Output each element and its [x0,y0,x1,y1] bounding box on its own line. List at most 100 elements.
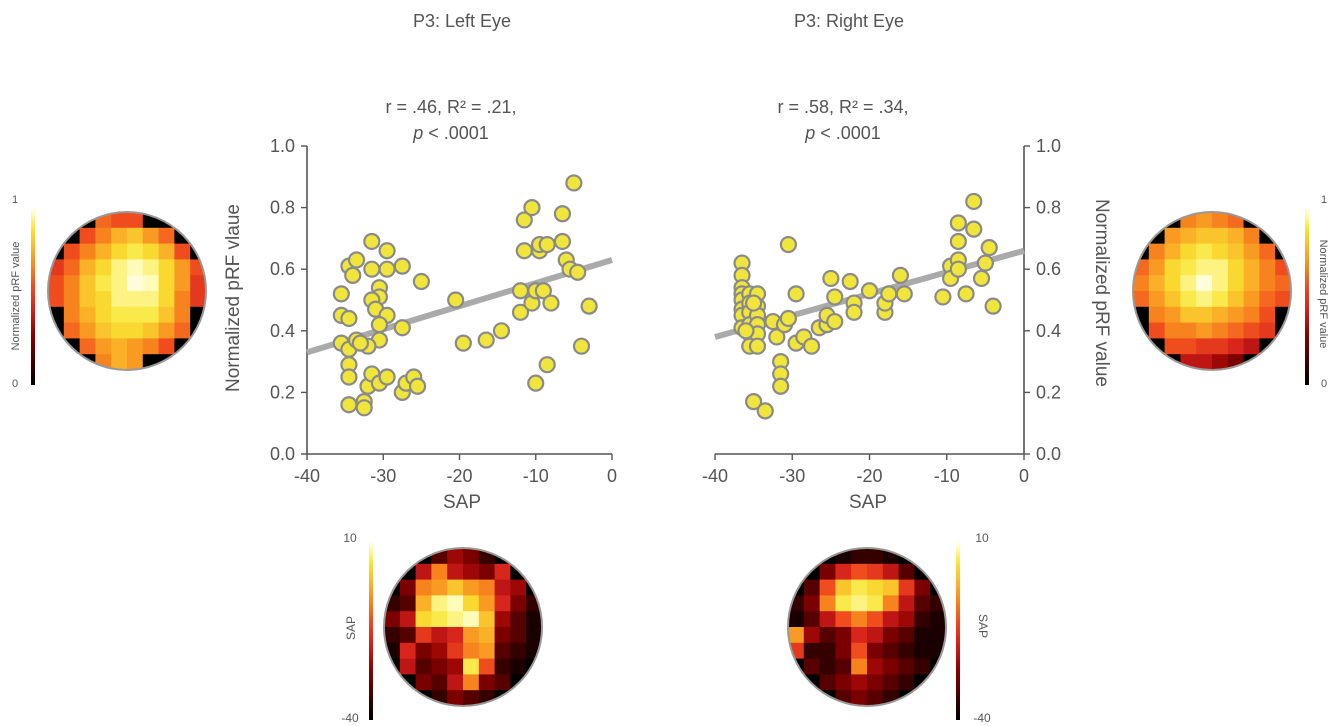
heatmap-cell [190,338,206,355]
heatmap-cell [1212,291,1229,308]
heatmap-cell [1259,212,1276,229]
heatmap-cell [494,642,511,659]
right-x-tick-label: -40 [702,466,728,486]
heatmap-cell [478,627,495,644]
heatmap-cell [415,579,432,596]
heatmap-cell [63,212,80,229]
left-data-point [569,263,587,281]
heatmap-cell [851,563,868,580]
heatmap-cell [1196,322,1213,339]
sap-right-colorbar-min: -40 [973,711,991,725]
right-x-tick-label: -20 [856,466,882,486]
heatmap-cell [478,642,495,659]
heatmap-cell [431,658,448,675]
heatmap-border [787,547,947,707]
heatmap-cell [463,548,480,565]
heatmap-cell [1275,338,1291,355]
heatmap-cell [415,674,432,691]
heatmap-cell [79,243,96,260]
heatmap-cell [882,579,899,596]
heatmap-cell [415,595,432,612]
right-y-tick-label: 0.2 [1036,382,1061,402]
heatmap-cell [127,322,144,339]
heatmap-cell [1243,322,1260,339]
heatmap-cell [127,306,144,323]
heatmap-cell [882,563,899,580]
heatmap-cell [447,548,464,565]
heatmap-cell [174,259,191,276]
heatmap-cell [158,259,175,276]
heatmap-cell [819,579,836,596]
heatmap-cell [510,611,527,628]
heatmap-cell [399,642,416,659]
heatmap-cell [914,595,931,612]
heatmap-cell [463,579,480,596]
heatmap-cell [914,611,931,628]
heatmap-cell [1180,291,1197,308]
heatmap-cell [415,627,432,644]
heatmap-cell [1275,227,1291,244]
heatmap-cell [142,338,159,355]
right-y-axis-label: Normalized pRF value [1091,199,1112,387]
heatmap-cell [142,275,159,292]
right-y-tick-label: 1.0 [1036,136,1061,156]
left-data-point [408,377,427,395]
heatmap-cell [803,658,820,675]
heatmap-cell [1133,212,1150,229]
heatmap-cell [867,579,884,596]
heatmap-cell [1212,243,1229,260]
heatmap-cell [803,548,820,565]
left-data-point [553,232,572,251]
sap-left-colorbar-max: 10 [343,531,357,545]
right-data-point [965,220,983,238]
heatmap-cell [63,306,80,323]
heatmap-cell [835,595,852,612]
left-panel-title: P3: Left Eye [413,11,511,31]
prf-left-colorbar-max: 1 [12,194,18,206]
right-data-point [737,322,755,340]
heatmap-cell [1227,243,1244,260]
heatmap-cell [1275,354,1291,370]
left-x-tick-label: -30 [370,466,396,486]
right-stats-line2: p < .0001 [804,123,881,143]
heatmap-cell [867,611,884,628]
heatmap-cell [851,658,868,675]
heatmap-cell [1212,275,1229,292]
heatmap-cell [1275,275,1291,292]
heatmap-cell [79,227,96,244]
heatmap-cell [1164,322,1181,339]
heatmap-cell [1212,227,1229,244]
heatmap-cell [1180,322,1197,339]
left-data-point [340,309,358,328]
heatmap-cell [510,548,527,565]
heatmap-cell [478,595,495,612]
heatmap-cell [1133,291,1150,308]
heatmap-cell [111,291,128,308]
prf-right-colorbar-max: 1 [1321,194,1327,206]
heatmap-cell [867,595,884,612]
right-data-point [880,285,898,303]
right-panel-title: P3: Right Eye [794,11,904,31]
heatmap-cell [851,690,868,706]
heatmap-cell [63,243,80,260]
heatmap-cell [1133,354,1150,370]
left-y-tick-label: 0.0 [270,444,295,464]
left-data-point [572,337,591,355]
heatmap-cell [1212,338,1229,355]
heatmap-cell [111,354,128,370]
heatmap-cell [930,674,946,691]
heatmap-cell [803,690,820,706]
heatmap-cell [788,627,805,644]
prf-left-colorbar [31,206,35,385]
right-data-point [965,192,983,211]
right-data-point [949,232,967,251]
right-data-point [822,269,840,288]
heatmap-cell [463,611,480,628]
heatmap-cell [48,227,65,244]
heatmap-cell [431,595,448,612]
left-data-point [378,368,396,386]
heatmap-cell [1275,212,1291,229]
heatmap-cell [914,548,931,565]
heatmap-cell [95,243,112,260]
right-data-point [748,337,767,355]
